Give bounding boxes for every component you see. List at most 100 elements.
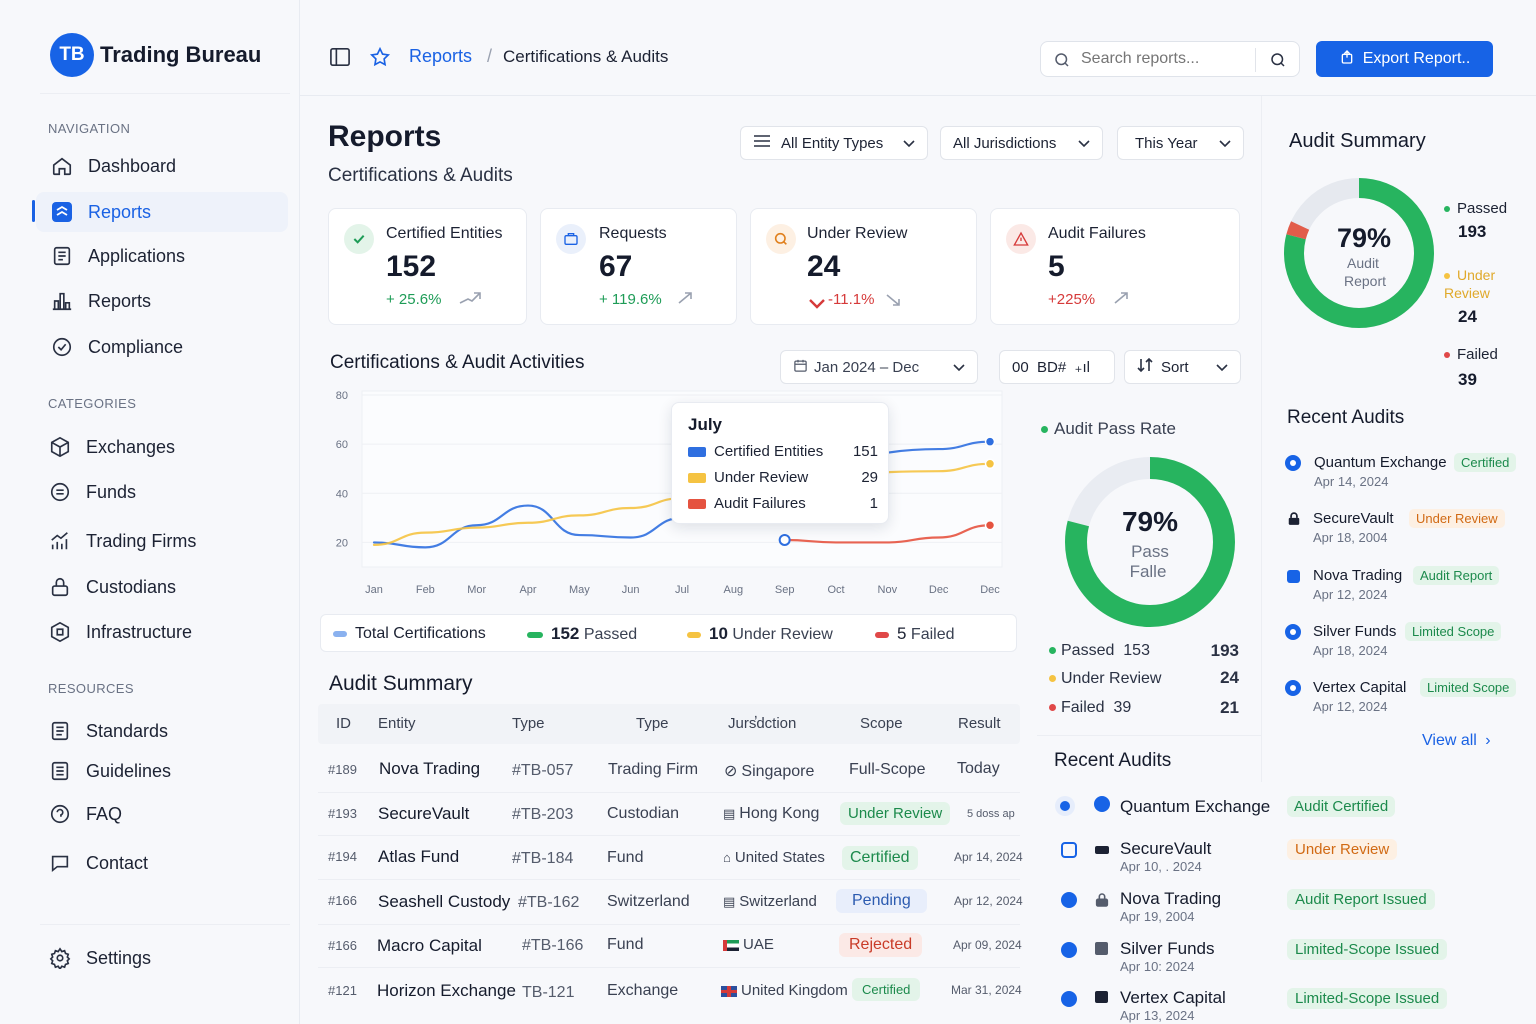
x-tick-label: Mor [467,584,486,596]
sidebar-item-compliance[interactable]: Compliance [50,333,288,361]
recent-audit-item[interactable]: SecureVault Apr 10, . 2024 Under Review [1055,836,1530,878]
legend-total[interactable]: Total Certifications [333,625,486,643]
column-header[interactable]: Type [512,715,545,732]
right-recent-item[interactable]: SecureVault Under Review Apr 18, 2004 [1285,505,1530,549]
sidebar-item-custodians[interactable]: Custodians [48,573,286,601]
entity-type-select[interactable]: All Entity Types [740,126,928,160]
active-indicator [32,200,35,222]
pass-rate-donut[interactable] [1062,454,1238,630]
sidebar-item-trading-firms[interactable]: Trading Firms [48,527,286,555]
bank-icon: ⌂ [723,850,731,865]
right-recent-item[interactable]: Silver Funds Limited Scope Apr 18, 2024 [1285,618,1530,662]
jurisdiction-select[interactable]: All Jurisdictions [940,126,1103,160]
table-row[interactable]: #189 Nova Trading #TB-057 Trading Firm ⊘… [318,746,1020,791]
sidebar-item-faq[interactable]: FAQ [48,800,286,828]
legend-label: Passed [583,626,638,643]
cell-entity[interactable]: SecureVault [378,804,470,823]
view-all-label: View all [1422,732,1477,749]
sidebar-item-applications[interactable]: Applications [50,242,288,270]
column-header[interactable]: Jurs̕dction [728,715,797,732]
scope-badge: Under Review [840,802,951,825]
kpi-title: Requests [599,225,667,242]
sidebar-item-guidelines[interactable]: Guidelines [48,757,286,785]
chart-legend: Total Certifications 152 Passed 10 Under… [320,614,1017,652]
cell-entity[interactable]: Macro Capital [377,936,482,955]
recent-audit-item[interactable]: Silver Funds Apr 10: 2024 Limited-Scope … [1055,936,1530,978]
divider [1255,48,1256,72]
brand-logo-icon[interactable]: TB [50,33,94,77]
period-select[interactable]: This Year [1117,126,1244,160]
tooltip-title: July [688,415,723,434]
group-by-select[interactable]: 00 BD# ₊ıl [999,350,1115,384]
chevron-down-icon [903,135,915,152]
breadcrumb-root[interactable]: Reports [409,46,473,66]
date-range-select[interactable]: Jan 2024 – Dec [780,350,978,384]
kpi-card-certified[interactable]: Certified Entities 152 + 25.6% [328,208,527,325]
donut-line1: Audit [1347,255,1379,271]
activities-line-chart[interactable]: 20 40 60 80 Jan Feb Mor Apr May Jun Jul Aug Sep Oct No… [318,385,1018,605]
recent-audit-item[interactable]: Nova Trading Apr 19, 2004 Audit Report I… [1055,886,1530,928]
cell-entity[interactable]: Nova Trading [379,759,481,778]
sidebar-item-exchanges[interactable]: Exchanges [48,433,286,461]
checklist-icon [48,759,72,783]
right-recent-item[interactable]: Quantum Exchange Certified Apr 14, 2024 [1285,449,1530,493]
column-header[interactable]: Result [958,715,1001,732]
legend-under-review[interactable]: 10 Under Review [687,624,833,644]
table-row[interactable]: #166 Macro Capital #TB-166 Fund UAE Reje… [318,925,1022,967]
recent-audit-item[interactable]: Quantum Exchange Audit Certified [1055,790,1530,830]
recent-audit-item[interactable]: Vertex Capital Apr 13, 2024 Limited-Scop… [1055,985,1530,1024]
search-submit-icon[interactable] [1269,51,1287,74]
star-icon[interactable] [369,46,391,73]
legend-passed[interactable]: 152 Passed [527,624,637,644]
donut-legend-failed: Failed [1444,346,1498,363]
column-header[interactable]: ID [336,715,351,732]
cell-entity[interactable]: Atlas Fund [378,847,460,866]
sidebar-item-infrastructure[interactable]: Infrastructure [48,618,286,646]
sidebar-item-contact[interactable]: Contact [48,849,286,877]
brand-name[interactable]: Trading Bureau [100,42,262,67]
right-recent-item[interactable]: Vertex Capital Limited Scope Apr 12, 202… [1285,674,1530,718]
y-tick-label: 60 [336,439,348,451]
sidebar-item-reports[interactable]: Reports [36,192,288,232]
table-row[interactable]: #193 SecureVault #TB-203 Custodian ▤ Hong… [318,793,1020,835]
table-row[interactable]: #166 Seashell Custody #TB-162 Switzerlan… [318,880,1023,924]
pass-rate-percent: 79% [1121,506,1179,537]
trend-bars-icon [48,529,72,553]
kpi-card-under-review[interactable]: Under Review 24 -11.1% [750,208,977,325]
audit-summary-donut[interactable] [1282,176,1436,330]
sidebar-item-label: Funds [86,481,137,502]
status-dot [1444,352,1450,359]
search-box[interactable] [1040,41,1300,77]
export-report-button[interactable]: Export Report.. [1316,41,1493,77]
sidebar-item-label: Trading Firms [86,530,197,551]
column-header[interactable]: Entity [378,715,416,732]
kpi-card-audit-failures[interactable]: Audit Failures 5 +225% [990,208,1240,325]
sidebar-item-label: Dashboard [88,155,177,176]
document-icon [48,719,72,743]
export-label: Export Report.. [1362,50,1471,67]
kpi-card-requests[interactable]: Requests 67 + 119.6% [540,208,737,325]
sort-label: Sort [1161,358,1189,376]
sidebar-item-dashboard[interactable]: Dashboard [50,152,288,180]
sidebar-toggle-icon[interactable] [329,47,351,72]
right-recent-name: Quantum Exchange [1314,454,1447,471]
sidebar-item-funds[interactable]: Funds [48,478,286,506]
cell-entity[interactable]: Horizon Exchange [377,981,516,1000]
table-row[interactable]: #194 Atlas Fund #TB-184 Fund ⌂ United Sta… [318,836,1023,879]
search-input[interactable] [1081,48,1251,70]
cell-entity[interactable]: Seashell Custody [378,892,511,911]
sidebar-item-settings[interactable]: Settings [48,944,286,972]
sort-select[interactable]: Sort [1124,350,1241,384]
table-row[interactable]: #121 Horizon Exchange TB-121 Exchange Un… [318,968,1022,1012]
sidebar-item-reports-2[interactable]: Reports [50,287,288,315]
legend-failed[interactable]: 5 Failed [875,624,955,644]
column-header[interactable]: Scope [860,715,903,732]
cell-jurisdiction: UAE [743,936,774,953]
view-all-link[interactable]: View all › [1422,732,1491,750]
sidebar-item-standards[interactable]: Standards [48,717,286,745]
activities-title: Certifications & Audit Activities [330,352,585,373]
tooltip-row: Under Review 29 [688,469,878,486]
column-header[interactable]: Type [636,715,669,732]
cell-id: #193 [328,806,357,821]
right-recent-item[interactable]: Nova Trading Audit Report Apr 12, 2024 [1285,562,1530,606]
